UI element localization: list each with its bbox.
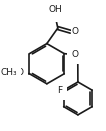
Text: O: O: [71, 27, 78, 36]
Text: CH₃: CH₃: [0, 68, 17, 77]
Text: OH: OH: [48, 5, 62, 14]
Text: O: O: [17, 68, 24, 77]
Text: O: O: [72, 50, 79, 59]
Text: F: F: [58, 86, 63, 95]
